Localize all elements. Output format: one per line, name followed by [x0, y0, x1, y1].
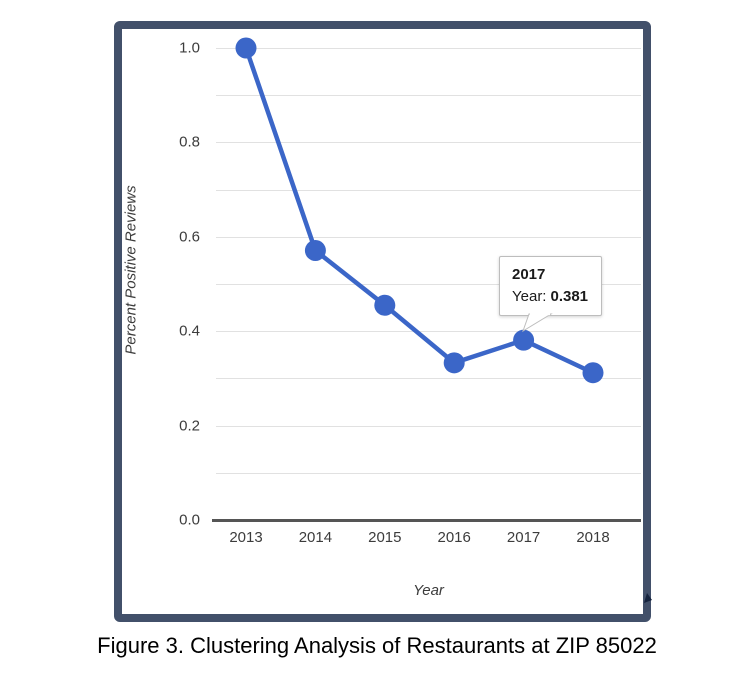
x-tick-label: 2013 — [229, 529, 263, 546]
gridline — [216, 472, 641, 474]
cursor-icon — [644, 593, 652, 603]
gridline — [216, 189, 641, 191]
x-axis-line — [212, 519, 641, 522]
figure-caption: Figure 3. Clustering Analysis of Restaur… — [97, 633, 657, 658]
data-point-2017[interactable] — [513, 329, 535, 351]
x-tick-label: 2018 — [576, 529, 610, 546]
tooltip-title: 2017 — [512, 266, 546, 283]
y-tick-label: 0.6 — [179, 228, 200, 246]
gridline — [216, 142, 641, 144]
line-series — [235, 37, 604, 384]
data-point-2018[interactable] — [582, 362, 604, 384]
gridline — [216, 331, 641, 333]
data-point-2013[interactable] — [235, 37, 257, 59]
tooltip-pointer-icon — [522, 313, 553, 333]
y-axis-title: Percent Positive Reviews — [122, 185, 140, 355]
x-tick-label: 2014 — [298, 529, 333, 546]
plot-area: 2017 Year: 0.381 1.0 0.8 0.6 0.4 0.2 0.0 2013 20… — [179, 37, 641, 546]
gridline — [216, 95, 641, 97]
tooltip-label: Year: — [512, 288, 547, 305]
x-tick-label: 2015 — [368, 529, 402, 546]
data-point-2016[interactable] — [443, 352, 465, 374]
tooltip: 2017 Year: 0.381 — [499, 256, 603, 316]
gridline — [216, 378, 641, 380]
gridline — [216, 236, 641, 238]
data-point-2014[interactable] — [304, 239, 326, 261]
y-tick-label: 0.0 — [179, 511, 200, 529]
series-line — [243, 47, 594, 375]
tooltip-value: 0.381 — [550, 288, 589, 305]
x-tick-label: 2016 — [437, 529, 471, 546]
gridline — [216, 425, 641, 427]
y-tick-label: 1.0 — [179, 39, 200, 57]
gridline — [216, 48, 641, 49]
y-tick-label: 0.4 — [179, 322, 200, 340]
data-point-2015[interactable] — [374, 294, 396, 316]
x-axis-title: Year — [413, 582, 444, 599]
tooltip-value-row: Year: 0.381 — [512, 287, 588, 306]
y-tick-label: 0.8 — [179, 133, 200, 151]
y-tick-label: 0.2 — [179, 417, 200, 435]
x-tick-label: 2017 — [506, 529, 541, 546]
gridline — [216, 284, 641, 285]
chart-frame: Percent Positive Reviews 2017 Year: 0.381… — [114, 21, 651, 622]
